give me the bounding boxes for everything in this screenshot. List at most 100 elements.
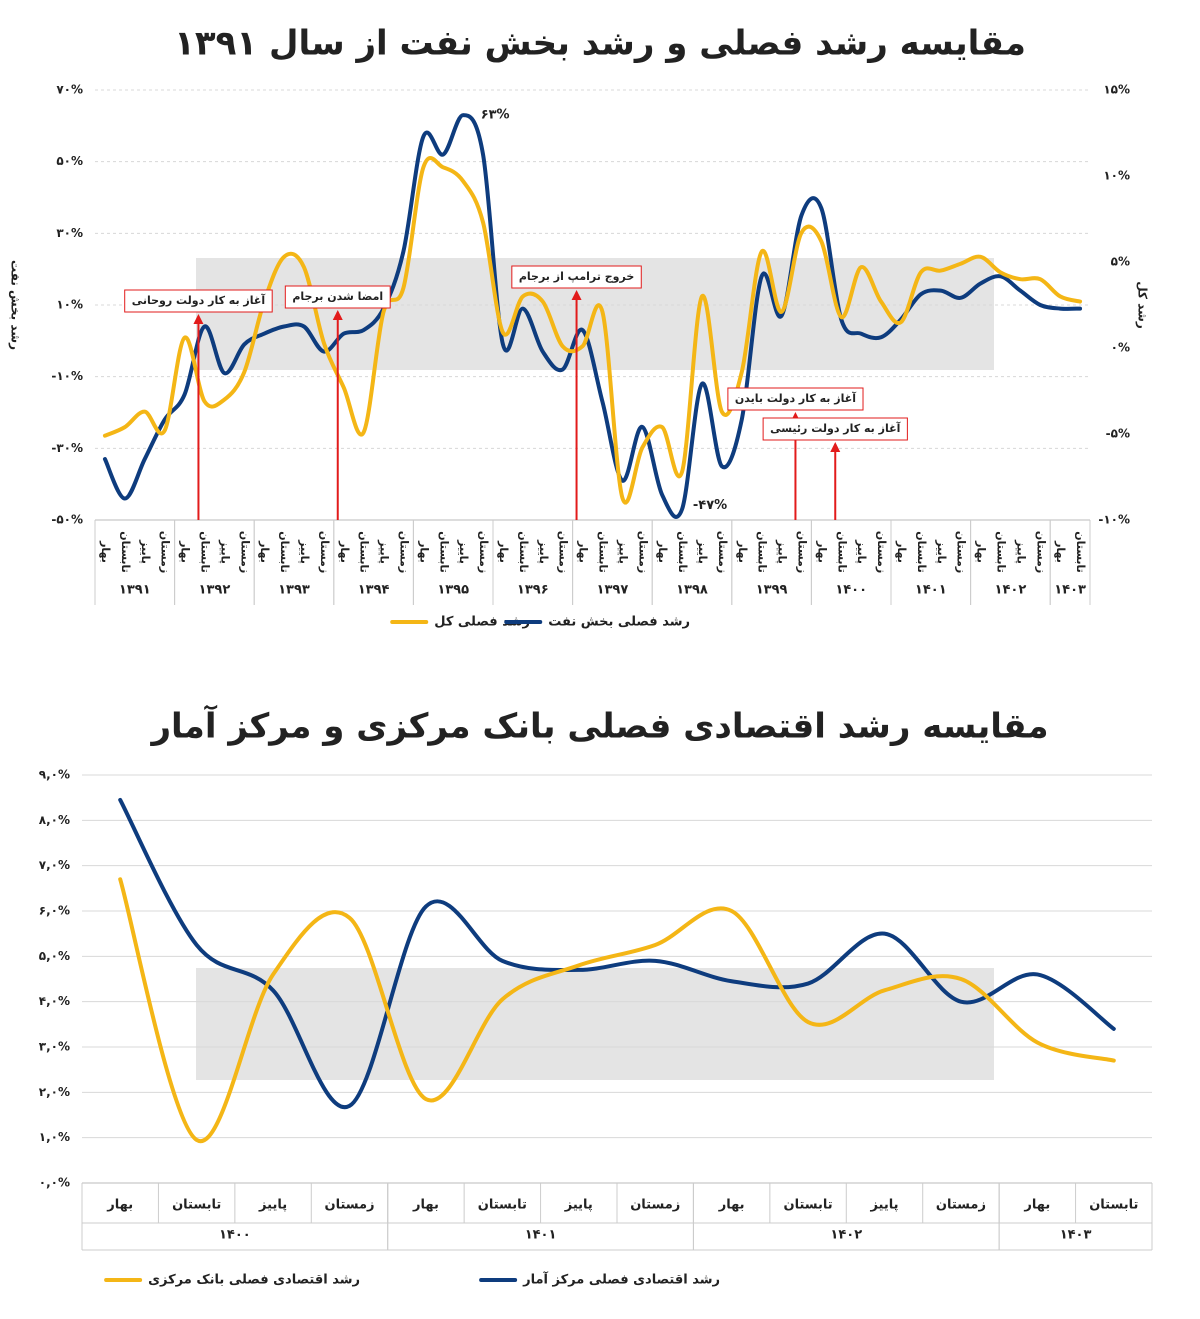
annotation-box	[124, 289, 273, 313]
x-tick-label: زمستان	[716, 531, 729, 573]
y-tick-label: ۵۰%	[56, 154, 83, 168]
group-label: ۱۴۰۱	[915, 583, 947, 598]
x-tick-label: زمستان	[1034, 531, 1047, 573]
y2-tick-label: -۵%	[1106, 427, 1130, 441]
x-tick-label: پاییز	[855, 539, 868, 564]
x-tick-label: زمستان	[936, 1198, 986, 1213]
x-tick-label: تابستان	[119, 531, 132, 573]
annotation-box	[727, 387, 864, 411]
x-tick-label: زمستان	[630, 1198, 680, 1213]
x-tick-label: پاییز	[258, 1198, 287, 1213]
annotation: ۶۳%	[481, 108, 510, 123]
y-tick-label: ۸,۰%	[39, 813, 70, 827]
chart-title: مقایسه رشد فصلی و رشد بخش نفت از سال ۱۳۹…	[174, 24, 1026, 64]
x-tick-label: پاییز	[869, 1198, 898, 1213]
group-label: ۱۴۰۳	[1060, 1228, 1092, 1243]
x-tick-label: بهار	[106, 1198, 133, 1213]
y-tick-label: ۴,۰%	[39, 994, 70, 1008]
group-label: ۱۳۹۳	[278, 583, 310, 598]
y-tick-label: ۳,۰%	[39, 1040, 70, 1054]
annotation: آغاز به کار دولت رئیسی	[770, 421, 900, 435]
x-tick-label: پاییز	[537, 539, 550, 564]
x-tick-label: تابستان	[278, 531, 291, 573]
x-tick-label: پاییز	[298, 539, 311, 564]
annotation: امضا شدن برجام	[292, 290, 383, 303]
x-tick-label: بهار	[577, 540, 590, 563]
y-tick-label: ۹,۰%	[39, 768, 70, 782]
x-tick-label: بهار	[179, 540, 192, 563]
x-tick-label: پاییز	[696, 539, 709, 564]
x-tick-label: تابستان	[478, 1198, 527, 1213]
x-tick-label: بهار	[1054, 540, 1067, 563]
y-tick-label: -۵۰%	[51, 513, 83, 527]
x-tick-label: بهار	[975, 540, 988, 563]
x-tick-label: زمستان	[238, 531, 251, 573]
event-arrowhead	[571, 290, 582, 300]
x-tick-label: پاییز	[139, 539, 152, 564]
watermark	[196, 968, 994, 1080]
y2-tick-label: ۵%	[1111, 255, 1130, 269]
x-tick-label: پاییز	[218, 539, 231, 564]
annotation-box	[284, 285, 391, 309]
x-tick-label: بهار	[99, 540, 112, 563]
x-tick-label: بهار	[656, 540, 669, 563]
group-label: ۱۴۰۲	[995, 583, 1027, 598]
x-tick-label: تابستان	[596, 531, 609, 573]
y-tick-label: ۷,۰%	[39, 858, 70, 872]
group-label: ۱۳۹۸	[676, 583, 708, 598]
y-tick-label: ۱۰%	[56, 298, 83, 312]
x-tick-label: تابستان	[915, 531, 928, 573]
x-tick-label: تابستان	[198, 531, 211, 573]
y-tick-label: ۳۰%	[56, 226, 83, 240]
y-tick-label: -۱۰%	[51, 369, 83, 383]
y-tick-label: ۲,۰%	[39, 1085, 70, 1099]
group-label: ۱۴۰۲	[830, 1228, 862, 1243]
legend-label: رشد فصلی بخش نفت	[548, 615, 690, 630]
x-tick-label: زمستان	[397, 531, 410, 573]
x-tick-label: بهار	[895, 540, 908, 563]
x-tick-label: پاییز	[935, 539, 948, 564]
x-tick-label: بهار	[412, 1198, 439, 1213]
annotation: خروج ترامپ از برجام	[519, 270, 634, 284]
annotation: آغاز به کار دولت بایدن	[735, 391, 856, 405]
event-arrowhead	[193, 314, 204, 324]
x-tick-label: تابستان	[835, 531, 848, 573]
x-tick-label: زمستان	[795, 531, 808, 573]
event-arrowhead	[332, 310, 343, 320]
chart-title: مقایسه رشد اقتصادی فصلی بانک مرکزی و مرک…	[149, 705, 1048, 747]
x-tick-label: تابستان	[172, 1198, 221, 1213]
x-tick-label: بهار	[338, 540, 351, 563]
group-label: ۱۳۹۷	[597, 583, 629, 598]
y2-tick-label: -۱۰%	[1098, 513, 1130, 527]
y2-axis-label: رشد کل	[1136, 281, 1150, 329]
x-tick-label: تابستان	[676, 531, 689, 573]
group-label: ۱۳۹۲	[199, 583, 231, 598]
y-tick-label: -۳۰%	[51, 441, 83, 455]
legend-label: رشد اقتصادی فصلی مرکز آمار	[522, 1271, 720, 1288]
y-tick-label: ۶,۰%	[39, 904, 70, 918]
x-tick-label: بهار	[417, 540, 430, 563]
y-tick-label: ۷۰%	[56, 83, 83, 97]
x-tick-label: بهار	[1023, 1198, 1050, 1213]
x-tick-label: پاییز	[776, 539, 789, 564]
x-tick-label: زمستان	[318, 531, 331, 573]
x-tick-label: پاییز	[616, 539, 629, 564]
x-tick-label: تابستان	[1074, 531, 1087, 573]
x-tick-label: بهار	[815, 540, 828, 563]
group-label: ۱۴۰۳	[1054, 583, 1086, 598]
x-tick-label: پاییز	[457, 539, 470, 564]
annotation-box	[511, 265, 642, 289]
y-tick-label: ۵,۰%	[39, 949, 70, 963]
x-tick-label: زمستان	[324, 1198, 374, 1213]
x-tick-label: زمستان	[875, 531, 888, 573]
x-tick-label: بهار	[258, 540, 271, 563]
annotation-box	[762, 417, 908, 441]
series-line	[118, 877, 1116, 1144]
y-tick-label: ۱,۰%	[39, 1130, 70, 1144]
x-tick-label: تابستان	[994, 531, 1007, 573]
group-label: ۱۳۹۹	[756, 583, 788, 598]
legend-label: رشد فصلی کل	[434, 615, 530, 630]
x-tick-label: پاییز	[1014, 539, 1027, 564]
x-tick-label: بهار	[497, 540, 510, 563]
